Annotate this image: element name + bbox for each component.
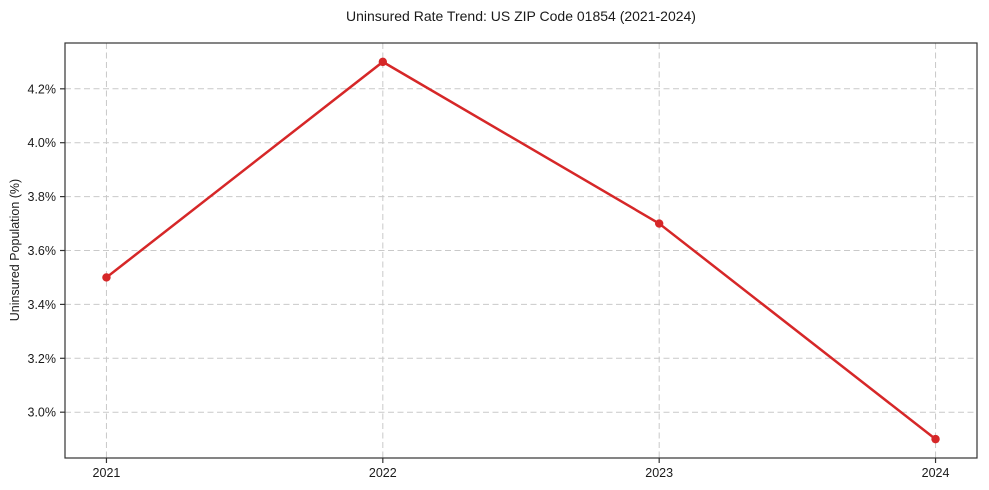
trend-line xyxy=(105,60,937,441)
ytick-label-3.8: 3.8% xyxy=(28,190,57,204)
data-point-2021 xyxy=(102,273,111,282)
ytick-label-4: 4.0% xyxy=(28,136,57,150)
xtick-label-2021: 2021 xyxy=(93,466,121,480)
ytick-label-3: 3.0% xyxy=(28,406,57,420)
ytick-label-3.6: 3.6% xyxy=(28,244,57,258)
xtick-label-2024: 2024 xyxy=(922,466,950,480)
data-point-2022 xyxy=(378,57,388,67)
gridlines xyxy=(65,43,977,458)
ytick-label-3.4: 3.4% xyxy=(28,298,57,312)
chart-title: Uninsured Rate Trend: US ZIP Code 01854 … xyxy=(346,8,696,24)
data-point-2023 xyxy=(654,219,664,228)
ytick-label-3.2: 3.2% xyxy=(28,352,57,366)
ytick-label-4.2: 4.2% xyxy=(28,82,57,96)
data-point-2024 xyxy=(931,434,940,444)
xtick-label-2022: 2022 xyxy=(369,466,397,480)
axis-ticks: 3.0% 3.2% 3.4% 3.6% 3.8% 4.0% 4.2% 2021 2022 2023… xyxy=(28,82,950,480)
xtick-label-2023: 2023 xyxy=(645,466,673,480)
